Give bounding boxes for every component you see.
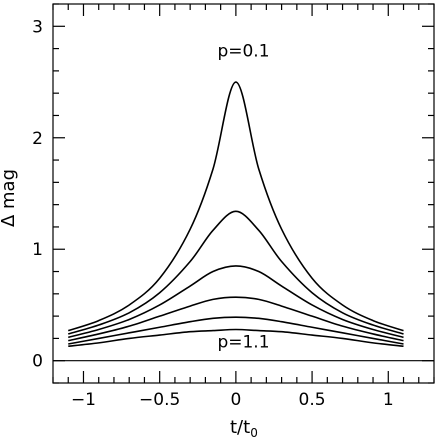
x-tick-label: 0.5 [299, 390, 326, 410]
curve-annotation: p=0.1 [217, 41, 269, 61]
curve-series-group [67, 81, 404, 348]
axis-ticks [52, 3, 435, 384]
curve-series-5 [68, 316, 404, 345]
x-tick-label: 1 [383, 390, 394, 410]
y-axis-label: Δ mag [0, 169, 19, 227]
curve-annotation: p=1.1 [217, 332, 269, 352]
axis-tick-labels: −1 −0.5 0 0.5 1 0 1 2 3 [32, 17, 394, 410]
x-tick-label: 0 [230, 390, 241, 410]
x-axis-label-subscript: 0 [250, 426, 258, 440]
curve-series-4 [68, 296, 404, 342]
x-axis-label: t/t0 [230, 417, 258, 440]
y-tick-label: 1 [32, 240, 43, 260]
curve-series-1 [67, 81, 404, 332]
y-tick-label: 0 [32, 352, 43, 372]
x-tick-label: −1 [71, 390, 96, 410]
plot-frame [52, 3, 435, 384]
curve-series-6 [68, 328, 404, 348]
curve-series-2 [68, 210, 404, 335]
y-tick-label: 3 [32, 17, 43, 37]
curve-annotations: p=0.1 p=1.1 [217, 41, 269, 352]
curve-series-3 [68, 265, 404, 339]
y-tick-label: 2 [32, 129, 43, 149]
x-tick-label: −0.5 [139, 390, 180, 410]
